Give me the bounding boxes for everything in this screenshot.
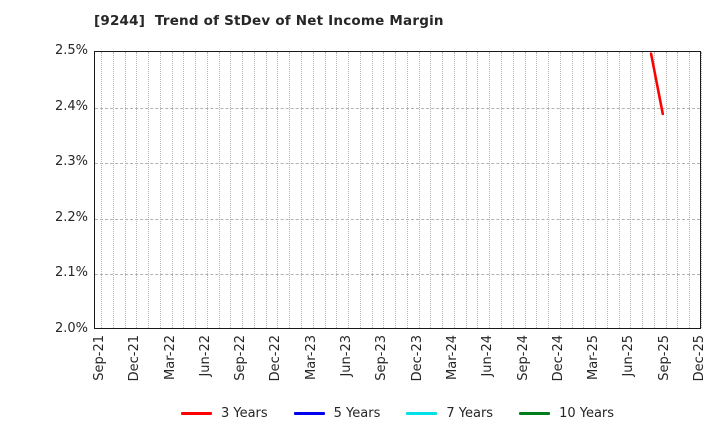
x-tick-label: Mar-23 (303, 335, 319, 380)
gridline-vertical (171, 52, 173, 328)
gridline-vertical (159, 52, 161, 328)
gridline-vertical (418, 52, 420, 328)
gridline-vertical (359, 52, 361, 328)
gridline-vertical (606, 52, 608, 328)
gridline-vertical (218, 52, 220, 328)
gridline-vertical (277, 52, 279, 328)
x-tick-label: Jun-23 (339, 335, 355, 377)
gridline-vertical (206, 52, 208, 328)
x-tick-label: Sep-21 (92, 335, 107, 381)
y-tick-label: 2.4% (54, 98, 88, 114)
legend-swatch (293, 411, 325, 415)
gridline-vertical (289, 52, 291, 328)
gridline-vertical (348, 52, 350, 328)
gridline-vertical (301, 52, 302, 328)
gridline-vertical (265, 52, 267, 328)
gridline-vertical (136, 52, 138, 328)
x-tick-label: Mar-25 (586, 335, 602, 380)
y-tick-label: 2.3% (54, 154, 88, 170)
series-line-3-years (649, 52, 665, 116)
plot-area (94, 51, 702, 329)
x-tick-label: Sep-24 (515, 335, 531, 381)
x-tick-label: Jun-24 (480, 335, 496, 377)
x-tick-label: Sep-22 (233, 335, 249, 381)
gridline-vertical (453, 52, 455, 328)
gridline-vertical (689, 52, 691, 328)
x-tick-label: Mar-24 (444, 335, 460, 380)
gridline-vertical (536, 52, 538, 328)
x-tick-label: Jun-22 (197, 335, 213, 377)
legend-swatch (180, 411, 212, 415)
legend-item: 5 Years (293, 405, 381, 421)
x-tick-label: Dec-24 (550, 335, 566, 382)
gridline-horizontal (95, 163, 700, 165)
gridline-vertical (595, 52, 597, 328)
gridline-horizontal (95, 274, 700, 276)
gridline-vertical (618, 52, 620, 328)
legend-swatch (519, 411, 551, 415)
y-tick-label: 2.5% (54, 43, 88, 58)
gridline-horizontal (95, 107, 700, 109)
gridline-vertical (677, 52, 679, 328)
gridline-vertical (489, 52, 491, 328)
gridline-vertical (571, 52, 573, 328)
legend-label: 5 Years (333, 405, 381, 421)
gridline-vertical (253, 52, 255, 328)
legend-label: 3 Years (220, 405, 268, 421)
y-tick-label: 2.0% (54, 321, 88, 336)
gridline-vertical (336, 52, 338, 328)
legend-label: 7 Years (446, 405, 494, 421)
gridline-vertical (430, 52, 432, 328)
legend-swatch (406, 411, 438, 415)
gridline-vertical (477, 52, 479, 328)
gridline-vertical (559, 52, 561, 328)
y-tick-label: 2.2% (54, 209, 88, 225)
gridline-vertical (230, 52, 232, 328)
gridline-vertical (524, 52, 526, 328)
legend: 3 Years 5 Years 7 Years 10 Years (94, 400, 701, 426)
legend-item: 7 Years (406, 406, 493, 421)
gridline-vertical (583, 52, 585, 328)
legend-label: 10 Years (559, 405, 615, 421)
gridline-vertical (312, 52, 314, 328)
gridline-vertical (653, 52, 655, 328)
y-tick-label: 2.1% (54, 265, 88, 281)
x-tick-label: Sep-23 (374, 335, 390, 381)
x-tick-label: Jun-25 (621, 335, 637, 377)
gridline-vertical (395, 52, 397, 328)
series-lines (649, 52, 665, 116)
x-tick-label: Dec-25 (692, 335, 707, 382)
gridline-vertical (324, 52, 326, 328)
gridline-vertical (465, 52, 467, 328)
x-tick-label: Mar-22 (162, 335, 178, 380)
gridline-vertical (665, 52, 667, 328)
gridline-vertical (183, 52, 185, 328)
gridline-vertical (124, 52, 126, 328)
gridline-vertical (701, 52, 702, 328)
x-tick-label: Sep-25 (656, 335, 672, 381)
gridline-horizontal (95, 218, 700, 220)
legend-item: 10 Years (519, 406, 614, 421)
x-tick-label: Dec-22 (268, 335, 284, 382)
gridline-vertical (101, 52, 102, 328)
gridline-vertical (112, 52, 114, 328)
gridline-vertical (242, 52, 244, 328)
gridline-vertical (512, 52, 514, 328)
gridline-vertical (195, 52, 197, 328)
legend-item: 3 Years (180, 405, 268, 421)
gridline-vertical (383, 52, 385, 328)
x-tick-label: Dec-23 (409, 335, 425, 382)
gridline-vertical (501, 52, 502, 328)
chart-title: [9244] Trend of StDev of Net Income Marg… (94, 13, 444, 29)
gridline-vertical (406, 52, 408, 328)
gridline-vertical (548, 52, 550, 328)
gridline-vertical (442, 52, 444, 328)
gridline-vertical (642, 52, 644, 328)
gridline-vertical (371, 52, 373, 328)
x-tick-label: Dec-21 (127, 335, 143, 382)
gridline-vertical (630, 52, 632, 328)
gridline-vertical (148, 52, 150, 328)
